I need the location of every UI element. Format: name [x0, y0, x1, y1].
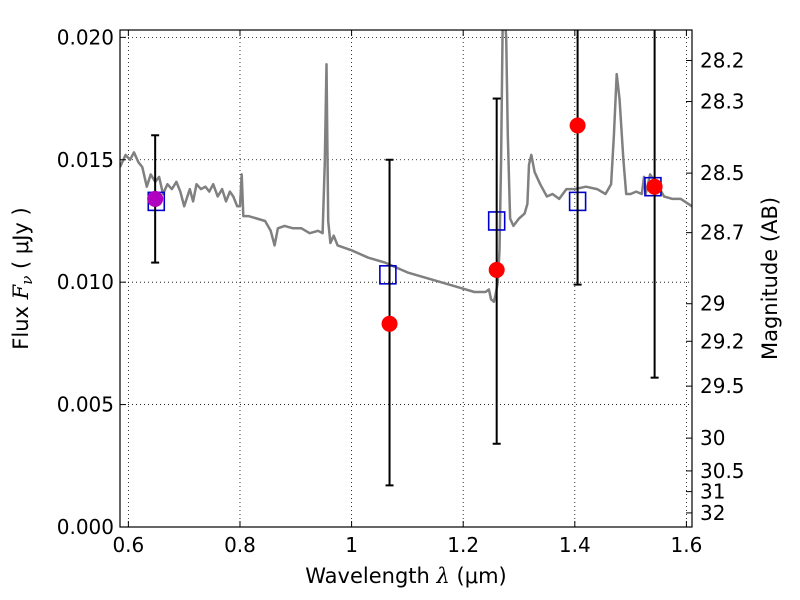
x-tick-label: 0.6: [112, 533, 144, 557]
model-spectrum-line: [120, 30, 692, 304]
y2-tick-label: 28.2: [700, 48, 745, 72]
x-axis-title: Wavelength λ (μm): [305, 564, 506, 588]
plot-series: [120, 30, 692, 487]
x-tick-label: 1.4: [559, 533, 591, 557]
y2-tick-label: 29: [700, 292, 725, 316]
observed-flux-point: [569, 117, 586, 134]
y2-tick-label: 31: [700, 480, 725, 504]
y2-tick-label: 28.7: [700, 221, 745, 245]
observed-flux-point: [488, 261, 505, 278]
observed-flux-point: [381, 315, 398, 332]
plot-frame: [119, 29, 693, 528]
grid-lines: [120, 30, 692, 528]
y-tick-label: 0.015: [57, 148, 114, 172]
x-tick-label: 0.8: [224, 533, 256, 557]
y2-tick-label: 32: [700, 501, 725, 525]
x-tick-label: 1: [345, 533, 358, 557]
model-flux-square: [379, 265, 397, 285]
y2-tick-label: 28.3: [700, 90, 745, 114]
y2-axis-title: Magnitude (AB): [758, 197, 782, 360]
y2-tick-label: 30: [700, 426, 725, 450]
y-tick-label: 0.010: [57, 270, 114, 294]
observed-flux-point: [147, 190, 164, 207]
y-tick-label: 0.005: [57, 393, 114, 417]
y-tick-label: 0.000: [57, 515, 114, 539]
y-tick-label: 0.020: [57, 25, 114, 49]
y2-tick-label: 29.2: [700, 329, 745, 353]
y2-tick-label: 29.5: [700, 374, 745, 398]
y-axis-title: Flux Fν ( μJy ): [9, 207, 36, 349]
observed-flux-point: [646, 178, 663, 195]
y2-tick-label: 30.5: [700, 459, 745, 483]
axis-ticks: 0.6 0.8 1 1.2 1.4 1.6 0.000 0.005 0.010 0.015 0.02…: [57, 25, 745, 557]
x-tick-label: 1.2: [447, 533, 479, 557]
x-tick-label: 1.6: [671, 533, 703, 557]
y2-tick-label: 28.5: [700, 161, 745, 185]
